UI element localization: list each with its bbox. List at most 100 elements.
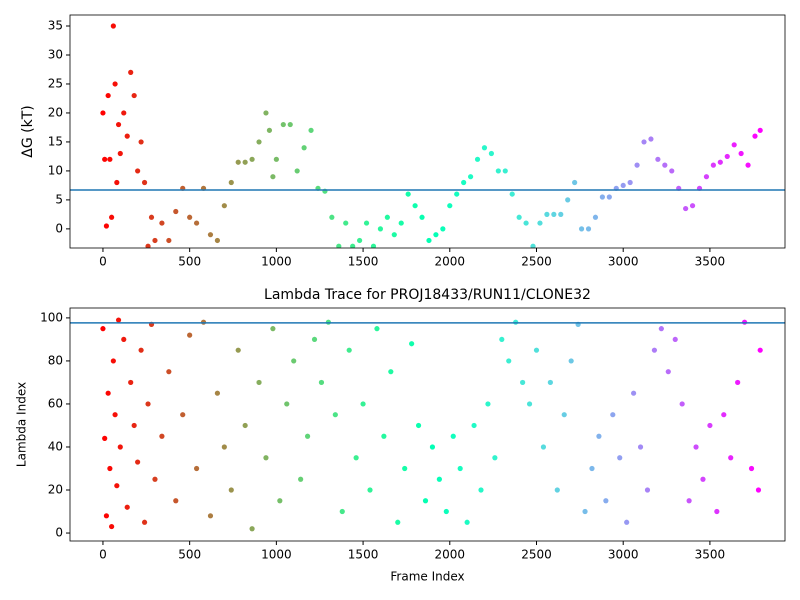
data-point	[193, 465, 200, 472]
data-point	[755, 487, 762, 493]
data-point	[173, 208, 179, 215]
data-point	[485, 401, 491, 407]
data-point	[492, 455, 498, 461]
data-point	[686, 498, 692, 504]
data-point	[724, 153, 730, 160]
data-point	[610, 412, 616, 418]
data-point	[131, 422, 137, 429]
data-point	[672, 336, 678, 343]
data-point	[412, 203, 418, 209]
data-point	[624, 519, 630, 525]
data-point	[710, 162, 716, 168]
data-point	[187, 214, 193, 220]
data-point	[499, 336, 505, 343]
data-point	[436, 476, 442, 482]
data-point	[603, 498, 609, 504]
data-point	[526, 401, 533, 407]
data-point	[589, 465, 595, 472]
data-point	[658, 326, 664, 332]
data-point	[336, 243, 342, 248]
data-point	[596, 433, 602, 439]
data-point	[502, 168, 508, 174]
x-tick-label: 2500	[521, 255, 552, 269]
data-point	[443, 508, 449, 515]
data-point	[128, 69, 134, 75]
data-point	[488, 150, 495, 157]
data-point	[415, 422, 422, 429]
data-point	[166, 237, 172, 244]
data-point	[637, 444, 644, 450]
data-point	[350, 243, 356, 248]
data-point	[464, 519, 470, 525]
x-tick-label: 2000	[435, 548, 466, 562]
data-point	[561, 412, 567, 418]
y-axis-label: ΔG (kT)	[20, 105, 36, 157]
x-tick-label: 2000	[435, 255, 466, 269]
data-point	[544, 211, 550, 217]
data-point	[138, 347, 144, 353]
data-point	[159, 220, 165, 226]
data-point	[405, 191, 411, 197]
data-point	[128, 379, 134, 386]
data-point	[554, 487, 560, 493]
data-point	[429, 444, 436, 450]
data-point	[367, 487, 373, 493]
data-point	[717, 159, 723, 165]
data-point	[135, 168, 141, 174]
y-tick-label: 80	[48, 353, 63, 367]
data-point	[426, 237, 432, 244]
data-point	[109, 214, 115, 220]
data-point	[641, 139, 647, 145]
data-point	[391, 232, 397, 238]
data-point	[398, 220, 404, 226]
data-point	[141, 519, 148, 525]
data-point	[360, 401, 366, 407]
data-point	[520, 379, 526, 386]
data-point	[311, 336, 318, 343]
data-point	[572, 179, 578, 186]
data-point	[294, 168, 300, 174]
data-point	[173, 498, 179, 504]
data-point	[454, 191, 460, 197]
data-point	[102, 156, 108, 162]
data-point	[114, 179, 120, 186]
data-point	[447, 203, 453, 209]
data-point	[523, 220, 529, 226]
data-point	[329, 214, 335, 220]
data-point	[669, 168, 675, 174]
data-point	[228, 487, 234, 493]
y-tick-label: 15	[48, 134, 63, 148]
x-tick-label: 3000	[608, 548, 639, 562]
data-point	[617, 455, 623, 461]
data-point	[457, 465, 463, 472]
data-point	[679, 401, 685, 407]
data-point	[714, 508, 720, 515]
data-point	[721, 412, 727, 418]
y-tick-label: 20	[48, 105, 63, 119]
data-point	[135, 459, 141, 465]
data-point	[530, 243, 536, 248]
data-point	[214, 237, 221, 244]
data-point	[757, 127, 763, 133]
data-point	[346, 347, 352, 353]
data-point	[148, 214, 155, 220]
data-point	[533, 347, 540, 353]
y-tick-label: 60	[48, 396, 63, 410]
data-point	[166, 369, 172, 375]
y-tick-label: 40	[48, 439, 63, 453]
data-point	[516, 214, 522, 220]
data-point	[207, 232, 214, 238]
data-point	[117, 444, 123, 450]
axes-frame	[69, 14, 786, 249]
data-point	[631, 390, 637, 396]
data-point	[117, 150, 123, 157]
y-tick-label: 0	[55, 526, 63, 540]
data-point	[578, 226, 585, 232]
data-point	[121, 110, 127, 116]
data-point	[757, 347, 763, 353]
data-point	[112, 81, 118, 87]
data-point	[409, 341, 415, 347]
data-point	[467, 174, 474, 180]
data-point	[159, 433, 165, 439]
data-point	[105, 390, 111, 396]
